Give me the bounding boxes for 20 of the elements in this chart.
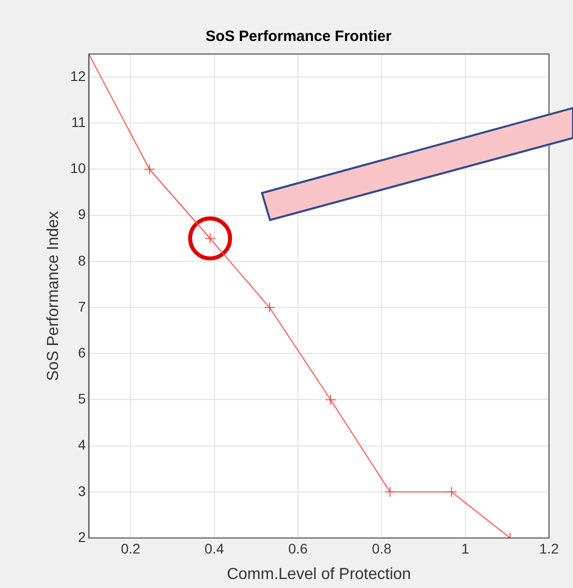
x-tick-label: 1.2 [539, 540, 559, 556]
y-tick-label: 6 [78, 344, 86, 360]
chart-title: SoS Performance Frontier [206, 28, 392, 46]
y-tick-label: 3 [78, 482, 86, 499]
y-axis-title: SoS Performance Index [45, 211, 62, 381]
y-tick-label: 2 [78, 528, 86, 545]
x-tick-label: 0.6 [288, 540, 308, 556]
y-tick-label: 11 [71, 114, 86, 130]
y-tick-label: 4 [78, 436, 86, 453]
x-tick-label: 1 [461, 540, 470, 556]
x-tick-label: 0.2 [120, 540, 141, 556]
x-tick-label: 0.4 [204, 540, 224, 556]
y-tick-label: 7 [78, 298, 86, 314]
x-tick-label: 0.8 [372, 540, 392, 556]
y-tick-label: 10 [70, 160, 86, 176]
y-tick-label: 5 [78, 390, 86, 407]
y-tick-label: 12 [70, 68, 86, 84]
x-axis-title: Comm.Level of Protection [226, 566, 411, 583]
y-tick-label: 8 [78, 252, 86, 268]
y-tick-label: 9 [78, 206, 86, 222]
